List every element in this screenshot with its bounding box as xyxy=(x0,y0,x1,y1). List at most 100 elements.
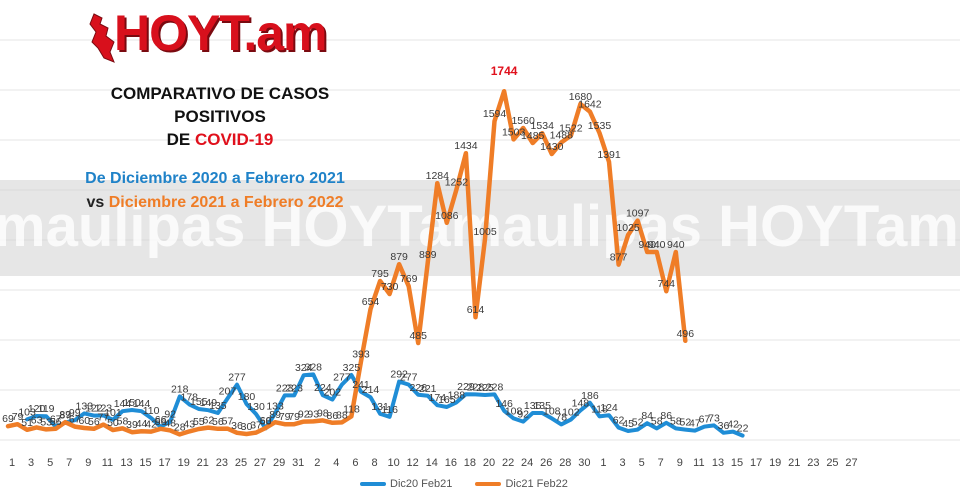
data-label: 135 xyxy=(524,400,542,412)
data-label: 1005 xyxy=(473,226,497,238)
data-label: 795 xyxy=(371,268,389,280)
data-label: 120 xyxy=(28,403,46,415)
data-label: 86 xyxy=(327,410,339,422)
x-tick-label: 11 xyxy=(102,457,113,469)
legend-item-2021: Dic21 Feb22 xyxy=(475,478,568,490)
data-label: 48 xyxy=(164,417,176,429)
data-label: 44 xyxy=(136,418,148,430)
data-label: 229 xyxy=(457,381,475,393)
data-label: 118 xyxy=(343,403,360,415)
data-label: 221 xyxy=(419,383,437,395)
data-label: 144 xyxy=(133,398,151,410)
data-label: 116 xyxy=(381,404,398,416)
data-label: 79 xyxy=(12,411,24,423)
data-label: 79 xyxy=(279,411,291,423)
chart-title: COMPARATIVO DE CASOS POSITIVOS DE COVID-… xyxy=(40,82,400,151)
x-tick-label: 21 xyxy=(788,457,800,469)
data-label: 99 xyxy=(69,407,81,419)
data-label: 88 xyxy=(336,409,348,421)
data-label: 89 xyxy=(269,409,281,421)
data-label: 393 xyxy=(352,348,370,360)
data-label: 108 xyxy=(505,405,523,417)
data-label: 123 xyxy=(95,402,113,414)
x-tick-label: 31 xyxy=(292,457,304,469)
data-label: 1594 xyxy=(483,108,507,120)
x-tick-label: 19 xyxy=(178,457,190,469)
data-label: 101 xyxy=(104,407,122,419)
series-line-1 xyxy=(25,372,745,438)
data-label: 66 xyxy=(155,414,167,426)
data-label: 277 xyxy=(333,372,351,384)
data-label: 186 xyxy=(581,390,599,402)
data-label: 1534 xyxy=(531,120,555,132)
x-tick-label: 3 xyxy=(619,457,625,469)
data-label: 228 xyxy=(486,381,504,393)
logo-text: HOYT.am xyxy=(114,5,328,61)
x-tick-label: 24 xyxy=(521,457,533,469)
data-label: 214 xyxy=(362,384,380,396)
x-tick-label: 25 xyxy=(235,457,247,469)
x-tick-label: 13 xyxy=(120,457,132,469)
data-label: 58 xyxy=(117,415,129,427)
data-label: 1284 xyxy=(426,170,450,182)
data-label: 55 xyxy=(193,416,205,428)
x-tick-label: 6 xyxy=(352,457,358,469)
brand-logo: HOYT.am xyxy=(88,5,348,64)
data-label: 36 xyxy=(718,420,730,432)
data-label: 133 xyxy=(266,400,284,412)
tamaulipas-map-icon xyxy=(89,13,115,63)
data-label: 769 xyxy=(400,273,418,285)
data-label: 51 xyxy=(21,417,33,429)
x-tick-label: 11 xyxy=(693,457,704,469)
x-tick-label: 23 xyxy=(216,457,228,469)
x-tick-label: 13 xyxy=(712,457,724,469)
data-label: 58 xyxy=(651,415,663,427)
data-label: 58 xyxy=(670,415,682,427)
data-label: 103 xyxy=(18,406,36,418)
data-label: 277 xyxy=(400,372,418,384)
data-label: 28 xyxy=(174,421,186,433)
data-label: 98 xyxy=(317,407,329,419)
data-label: 56 xyxy=(212,416,224,428)
data-label: 87 xyxy=(59,410,71,422)
title-line-1: COMPARATIVO DE CASOS xyxy=(110,84,330,103)
x-tick-label: 5 xyxy=(47,457,53,469)
data-label: 63 xyxy=(31,414,43,426)
data-label: 1642 xyxy=(578,99,602,111)
data-label: 328 xyxy=(305,361,323,373)
title-line-3: DE COVID-19 xyxy=(40,128,400,151)
data-label: 207 xyxy=(219,386,237,398)
data-label: 93 xyxy=(307,408,319,420)
data-label: 879 xyxy=(390,251,408,263)
title-line-3-prefix: DE xyxy=(166,130,195,149)
legend-label-2020: Dic20 Feb21 xyxy=(390,478,453,490)
x-tick-label: 22 xyxy=(502,457,514,469)
data-label: 228 xyxy=(467,381,485,393)
x-tick-label: 17 xyxy=(159,457,171,469)
data-label: 1488 xyxy=(550,129,574,141)
data-label: 67 xyxy=(50,414,62,426)
subtitle-line-2-prefix: vs xyxy=(86,194,109,211)
data-label: 877 xyxy=(610,252,628,264)
data-label: 1485 xyxy=(521,130,545,142)
data-label: 1680 xyxy=(569,91,593,103)
data-label: 89 xyxy=(59,409,71,421)
data-label: 135 xyxy=(209,400,227,412)
data-label: 78 xyxy=(555,411,567,423)
data-label: 223 xyxy=(285,382,303,394)
data-label: 1086 xyxy=(435,210,459,222)
data-label: 149 xyxy=(200,397,218,409)
data-label: 1522 xyxy=(559,123,583,135)
x-tick-label: 15 xyxy=(139,457,151,469)
series-line-2 xyxy=(5,88,688,437)
data-label: 69 xyxy=(2,413,14,425)
data-label: 1430 xyxy=(540,141,564,153)
data-label: 218 xyxy=(171,383,189,395)
x-tick-label: 14 xyxy=(426,457,438,469)
data-label: 1391 xyxy=(597,149,621,161)
data-label: 654 xyxy=(362,296,380,308)
data-label: 1560 xyxy=(511,115,535,127)
x-tick-label: 27 xyxy=(254,457,266,469)
data-label: 37 xyxy=(250,420,262,432)
